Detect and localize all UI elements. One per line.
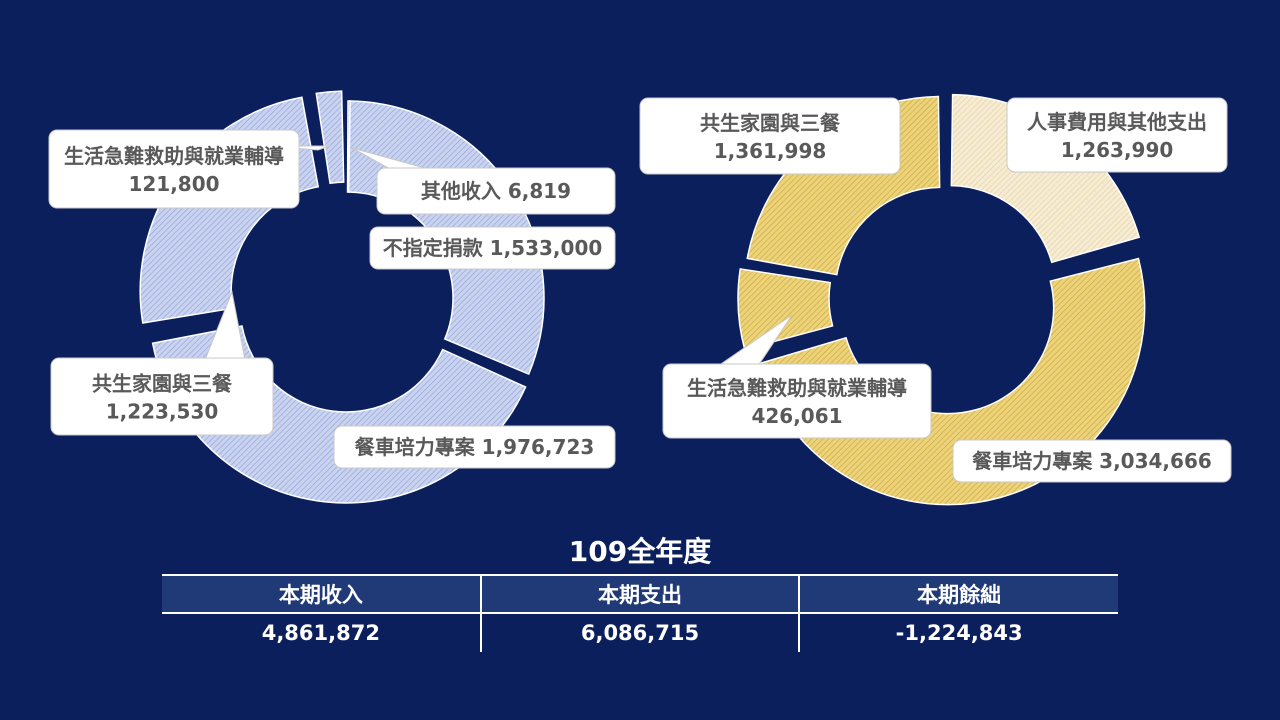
callout-income-4-box bbox=[48, 129, 300, 209]
callout-expense-1-label: 人事費用與其他支出 bbox=[1027, 110, 1207, 134]
period-title: 109全年度 bbox=[568, 535, 712, 568]
donut-slice-3 bbox=[737, 268, 834, 351]
callout-expense-1-value: 1,263,990 bbox=[1061, 138, 1174, 162]
callout-expense-4-box bbox=[639, 97, 901, 175]
callout-income-1-box bbox=[369, 226, 616, 270]
callout-expense-4-value: 1,361,998 bbox=[714, 139, 827, 163]
callout-expense-2-label: 餐車培力專案 3,034,666 bbox=[972, 449, 1212, 473]
callout-expense-3-label: 生活急難救助與就業輔導 bbox=[687, 376, 907, 400]
header-balance: 本期餘絀 bbox=[798, 574, 1118, 614]
value-income: 4,861,872 bbox=[261, 621, 380, 645]
callout-income-4-label: 生活急難救助與就業輔導 bbox=[64, 144, 284, 168]
callout-income-2-box bbox=[333, 425, 616, 469]
callout-expense-2-box bbox=[952, 439, 1232, 483]
summary-value-row: 4,861,872 6,086,715 -1,224,843 bbox=[162, 613, 1118, 652]
callout-income-3-box bbox=[50, 357, 274, 436]
summary-header-row: 本期收入 本期支出 本期餘絀 bbox=[162, 574, 1118, 614]
callout-expense-1-box bbox=[1006, 97, 1228, 173]
value-expense: 6,086,715 bbox=[479, 613, 800, 652]
header-expense: 本期支出 bbox=[479, 574, 800, 614]
callout-income-1-label: 不指定捐款 1,533,000 bbox=[383, 236, 603, 260]
donut-slice-5 bbox=[346, 100, 351, 193]
summary-table: 本期收入 本期支出 本期餘絀 4,861,872 6,086,715 -1,22… bbox=[162, 574, 1118, 652]
callout-expense-3-value: 426,061 bbox=[751, 404, 842, 428]
callout-income-2-label: 餐車培力專案 1,976,723 bbox=[355, 435, 595, 459]
callout-income-3-value: 1,223,530 bbox=[106, 400, 219, 424]
callout-expense-3-box bbox=[662, 363, 932, 439]
callout-income-5-label: 其他收入 6,819 bbox=[421, 179, 571, 203]
donut-slice-4 bbox=[315, 90, 345, 185]
callout-layer: 生活急難救助與就業輔導 121,800 其他收入 6,819 不指定捐款 1,533,… bbox=[48, 97, 1232, 483]
callout-income-3-label: 共生家園與三餐 bbox=[92, 372, 233, 396]
callout-expense-4-label: 共生家園與三餐 bbox=[700, 111, 841, 135]
callout-income-4-value: 121,800 bbox=[128, 172, 219, 196]
value-balance: -1,224,843 bbox=[798, 613, 1118, 652]
callout-income-5-box bbox=[376, 167, 616, 215]
donut-charts: 生活急難救助與就業輔導 121,800 其他收入 6,819 不指定捐款 1,533,… bbox=[48, 90, 1232, 506]
header-income: 本期收入 bbox=[162, 574, 481, 614]
